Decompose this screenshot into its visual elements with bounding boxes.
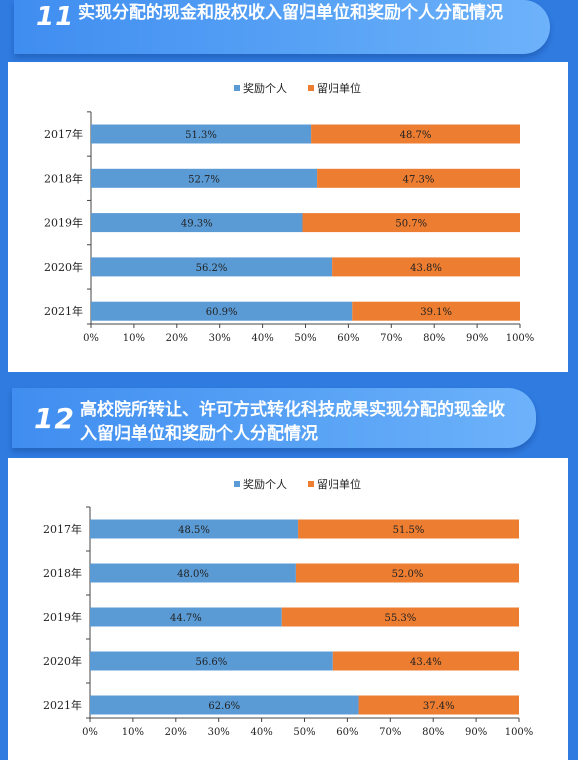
data-label: 51.3% [185, 130, 217, 141]
data-label: 39.1% [420, 307, 452, 318]
legend-item: 留归单位 [308, 81, 361, 95]
section-banner: 11 实现分配的现金和股权收入留归单位和奖励个人分配情况 [14, 0, 550, 54]
bar-retain-unit [352, 301, 520, 321]
legend-label: 奖励个人 [243, 81, 287, 95]
x-tick-label: 10% [122, 727, 144, 738]
section-title: 高校院所转让、许可方式转化科技成果实现分配的现金收入留归单位和奖励个人分配情况 [80, 400, 505, 444]
x-tick-label: 70% [380, 333, 402, 344]
bar-reward-individual [90, 651, 333, 671]
category-label: 2019年 [44, 216, 83, 230]
legend-item: 奖励个人 [234, 81, 287, 95]
bar-reward-individual [91, 168, 318, 188]
category-label: 2020年 [44, 260, 83, 274]
legend-swatch [234, 85, 240, 91]
bar-reward-individual [90, 563, 296, 583]
category-label: 2021年 [44, 304, 83, 318]
bar-retain-unit [332, 651, 519, 671]
data-label: 52.7% [188, 174, 220, 185]
legend-label: 留归单位 [317, 81, 361, 95]
data-label: 60.9% [206, 307, 238, 318]
x-tick-label: 100% [505, 727, 534, 738]
data-label: 56.6% [196, 657, 228, 668]
bar-reward-individual [90, 695, 359, 715]
data-label: 62.6% [208, 701, 240, 712]
bar-reward-individual [91, 257, 333, 277]
data-label: 43.8% [410, 263, 442, 274]
chart-card: 奖励个人 留归单位 0% 10% 20% 30% 40% 50% 60% 70% 80% 90% 100… [8, 458, 568, 760]
bar-retain-unit [332, 257, 520, 277]
x-tick-label: 20% [166, 333, 188, 344]
x-tick-label: 40% [250, 727, 272, 738]
x-tick-label: 50% [293, 727, 315, 738]
data-label: 48.0% [177, 569, 209, 580]
legend-swatch [234, 481, 240, 487]
bar-retain-unit [358, 695, 519, 715]
x-tick-label: 90% [465, 727, 487, 738]
section-banner: 12 高校院所转让、许可方式转化科技成果实现分配的现金收入留归单位和奖励个人分配… [12, 388, 536, 448]
x-tick-label: 40% [251, 333, 273, 344]
bar-retain-unit [298, 519, 519, 539]
bar-reward-individual [91, 124, 312, 144]
section-11: 奖励个人 留归单位 0% 10% 20% 30% 40% 50% 60% 70% 80% 90% 100… [0, 0, 578, 375]
category-label: 2018年 [44, 171, 83, 185]
category-label: 2018年 [43, 566, 82, 580]
data-label: 48.5% [178, 525, 210, 536]
x-tick-label: 50% [294, 333, 316, 344]
data-label: 49.3% [181, 219, 213, 230]
data-label: 55.3% [384, 613, 416, 624]
x-tick-label: 80% [423, 333, 445, 344]
x-tick-label: 0% [82, 727, 98, 738]
x-tick-label: 0% [83, 333, 99, 344]
data-label: 50.7% [395, 219, 427, 230]
category-label: 2017年 [44, 127, 83, 141]
bar-reward-individual [90, 607, 282, 627]
bar-retain-unit [317, 168, 520, 188]
x-tick-label: 30% [208, 727, 230, 738]
data-label: 37.4% [423, 701, 455, 712]
bar-retain-unit [302, 213, 520, 233]
category-label: 2017年 [43, 522, 82, 536]
x-tick-label: 80% [422, 727, 444, 738]
x-tick-label: 60% [336, 727, 358, 738]
section-number: 12 [34, 402, 75, 435]
section-12: 12 高校院所转让、许可方式转化科技成果实现分配的现金收入留归单位和奖励个人分配… [0, 378, 578, 760]
section-title: 实现分配的现金和股权收入留归单位和奖励个人分配情况 [78, 3, 503, 23]
x-tick-label: 100% [506, 333, 535, 344]
category-label: 2020年 [43, 654, 82, 668]
data-label: 56.2% [196, 263, 228, 274]
data-label: 48.7% [400, 130, 432, 141]
legend-item: 留归单位 [308, 477, 361, 491]
legend-label: 留归单位 [317, 477, 361, 491]
data-label: 51.5% [393, 525, 425, 536]
category-label: 2019年 [43, 610, 82, 624]
x-tick-label: 70% [379, 727, 401, 738]
data-label: 44.7% [170, 613, 202, 624]
legend-item: 奖励个人 [234, 477, 287, 491]
data-label: 43.4% [410, 657, 442, 668]
bar-retain-unit [295, 563, 519, 583]
data-label: 47.3% [403, 174, 435, 185]
x-tick-label: 20% [165, 727, 187, 738]
x-tick-label: 30% [209, 333, 231, 344]
legend-label: 奖励个人 [243, 477, 287, 491]
legend-swatch [308, 481, 314, 487]
x-tick-label: 10% [123, 333, 145, 344]
bar-reward-individual [91, 213, 303, 233]
data-label: 52.0% [392, 569, 424, 580]
bar-retain-unit [311, 124, 520, 144]
bar-retain-unit [281, 607, 519, 627]
chart-card: 奖励个人 留归单位 0% 10% 20% 30% 40% 50% 60% 70% 80% 90% 100… [8, 62, 568, 372]
category-label: 2021年 [43, 698, 82, 712]
x-tick-label: 90% [466, 333, 488, 344]
x-tick-label: 60% [337, 333, 359, 344]
chart-1: 奖励个人 留归单位 0% 10% 20% 30% 40% 50% 60% 70% 80% 90% 100… [43, 477, 534, 738]
chart-0: 奖励个人 留归单位 0% 10% 20% 30% 40% 50% 60% 70% 80% 90% 100… [44, 81, 535, 344]
section-number: 11 [36, 2, 75, 32]
bar-reward-individual [91, 301, 353, 321]
bar-reward-individual [90, 519, 299, 539]
legend-swatch [308, 85, 314, 91]
